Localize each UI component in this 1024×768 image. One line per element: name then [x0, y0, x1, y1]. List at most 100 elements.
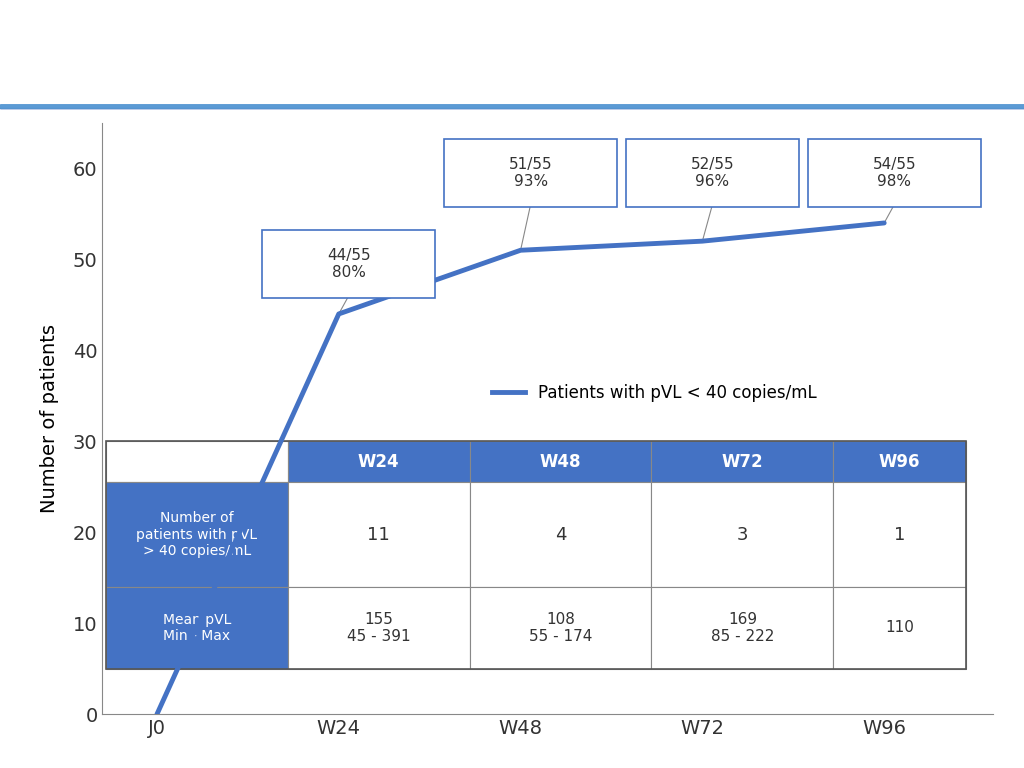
Bar: [0, 106, 1024, 108]
FancyBboxPatch shape: [470, 442, 651, 482]
Bar: [0, 106, 1024, 107]
Bar: [0, 106, 1024, 108]
Bar: [0, 106, 1024, 107]
FancyBboxPatch shape: [834, 442, 966, 482]
Bar: [0, 105, 1024, 107]
Bar: [0, 106, 1024, 108]
Bar: [0, 106, 1024, 107]
Bar: [0, 105, 1024, 107]
Bar: [0, 105, 1024, 107]
Bar: [0, 106, 1024, 107]
Bar: [0, 106, 1024, 107]
Bar: [0, 105, 1024, 107]
FancyBboxPatch shape: [834, 482, 966, 587]
Bar: [0, 106, 1024, 107]
Bar: [0, 105, 1024, 107]
Bar: [0, 106, 1024, 107]
Bar: [0, 106, 1024, 108]
Bar: [0, 106, 1024, 108]
FancyBboxPatch shape: [834, 587, 966, 669]
Bar: [0, 106, 1024, 107]
Bar: [0, 106, 1024, 108]
Bar: [0, 106, 1024, 108]
Bar: [0, 106, 1024, 108]
Bar: [0, 106, 1024, 107]
Bar: [0, 105, 1024, 107]
Bar: [0, 106, 1024, 107]
Bar: [0, 105, 1024, 107]
Bar: [0, 106, 1024, 108]
Bar: [0, 106, 1024, 107]
Bar: [0, 106, 1024, 107]
Bar: [0, 107, 1024, 108]
Bar: [0, 106, 1024, 108]
Bar: [0, 106, 1024, 108]
FancyBboxPatch shape: [106, 442, 288, 482]
Bar: [0, 106, 1024, 107]
Bar: [0, 105, 1024, 107]
Bar: [0, 107, 1024, 108]
FancyBboxPatch shape: [626, 139, 799, 207]
Bar: [0, 106, 1024, 107]
Bar: [0, 105, 1024, 107]
Bar: [0, 106, 1024, 108]
Bar: [0, 107, 1024, 108]
Bar: [0, 106, 1024, 107]
Text: 54/55
98%: 54/55 98%: [872, 157, 916, 189]
Bar: [0, 106, 1024, 108]
Bar: [0, 106, 1024, 107]
FancyBboxPatch shape: [470, 482, 651, 587]
Bar: [0, 106, 1024, 107]
Bar: [0, 107, 1024, 108]
Legend: Patients with pVL < 40 copies/mL: Patients with pVL < 40 copies/mL: [485, 377, 823, 408]
Bar: [0, 106, 1024, 108]
Bar: [0, 106, 1024, 107]
Text: 11: 11: [368, 525, 390, 544]
Bar: [0, 106, 1024, 107]
Bar: [0, 106, 1024, 107]
Bar: [0, 105, 1024, 107]
Bar: [0, 106, 1024, 107]
FancyBboxPatch shape: [651, 482, 834, 587]
FancyBboxPatch shape: [470, 587, 651, 669]
Bar: [0, 107, 1024, 108]
Bar: [0, 105, 1024, 107]
Bar: [0, 106, 1024, 108]
Text: 51/55
93%: 51/55 93%: [509, 157, 552, 189]
FancyBboxPatch shape: [288, 482, 470, 587]
Bar: [0, 105, 1024, 107]
Bar: [0, 106, 1024, 108]
Text: 155
45 - 391: 155 45 - 391: [347, 611, 411, 644]
Y-axis label: Number of patients: Number of patients: [40, 324, 59, 513]
Bar: [0, 106, 1024, 107]
Bar: [0, 106, 1024, 107]
Bar: [0, 106, 1024, 107]
Text: 4: 4: [555, 525, 566, 544]
FancyBboxPatch shape: [808, 139, 981, 207]
Bar: [0, 106, 1024, 107]
Text: 108
55 - 174: 108 55 - 174: [528, 611, 592, 644]
Bar: [0, 106, 1024, 108]
Bar: [0, 106, 1024, 107]
Bar: [0, 106, 1024, 108]
Text: W24: W24: [358, 453, 399, 471]
Bar: [0, 106, 1024, 107]
Bar: [0, 107, 1024, 108]
Bar: [0, 106, 1024, 107]
Bar: [0, 106, 1024, 108]
Bar: [0, 106, 1024, 107]
Text: 52/55
96%: 52/55 96%: [690, 157, 734, 189]
Bar: [0, 105, 1024, 107]
Bar: [0, 106, 1024, 108]
Bar: [0, 106, 1024, 107]
Bar: [0, 106, 1024, 107]
Bar: [0, 106, 1024, 107]
Bar: [0, 105, 1024, 107]
Bar: [0, 106, 1024, 107]
FancyBboxPatch shape: [106, 482, 288, 587]
Bar: [0, 106, 1024, 107]
Text: W72: W72: [722, 453, 763, 471]
Text: 1: 1: [894, 525, 905, 544]
Bar: [0, 106, 1024, 108]
Bar: [0, 106, 1024, 107]
